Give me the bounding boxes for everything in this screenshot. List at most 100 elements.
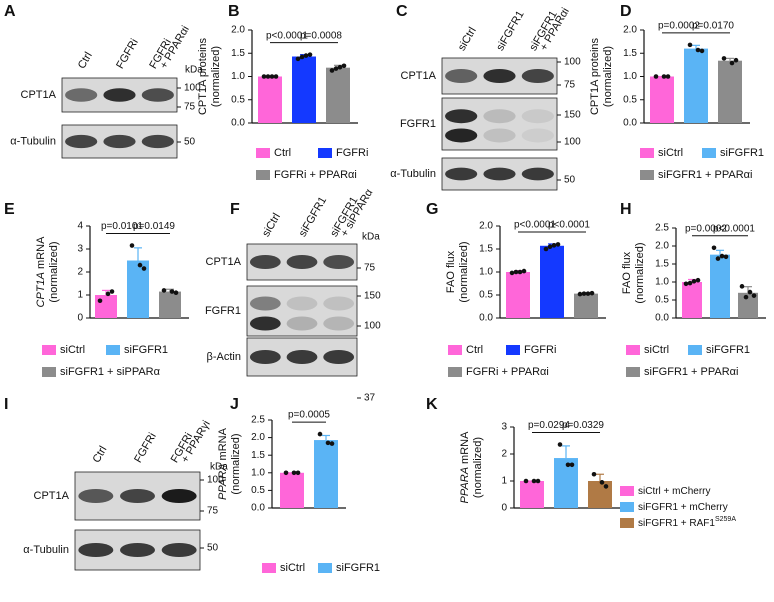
y-axis-label: CPT1A proteins(normalized) (589, 37, 614, 115)
blot-band (286, 316, 318, 331)
blot-band (483, 128, 516, 143)
blot-band (78, 543, 114, 557)
kda-label: kDa (185, 65, 203, 76)
blot-band (249, 296, 281, 311)
legend-label: siFGFR1 (336, 562, 380, 574)
y-label-line: PPARA mRNA (459, 431, 471, 504)
data-point (329, 68, 335, 73)
y-tick-label: 1.5 (251, 450, 265, 461)
legend-swatch (626, 367, 640, 377)
legend-text: siFGFR1 (124, 344, 168, 356)
legend-text: siCtrl (280, 562, 305, 574)
blot-band (286, 296, 318, 311)
y-tick-label: 1.0 (231, 71, 245, 82)
y-tick-label: 1.0 (251, 467, 265, 478)
blot-band (445, 128, 478, 143)
bar (326, 67, 350, 123)
y-label-line: FAO flux (445, 250, 457, 293)
y-tick-label: 2.0 (479, 221, 493, 232)
data-point (547, 244, 553, 249)
row-label: CPT1A (34, 490, 70, 502)
y-label-gene: CPT1A (35, 272, 47, 307)
legend-swatch (106, 345, 120, 355)
legend-label: FGFRi + PPARαi (274, 169, 357, 181)
legend-label: siFGFR1 (124, 344, 168, 356)
blot-band (323, 350, 355, 364)
blot-band (323, 316, 355, 331)
blot-band (483, 69, 516, 83)
y-tick-label: 2.0 (251, 432, 265, 443)
data-point (341, 63, 347, 69)
blot-band (249, 350, 281, 364)
blot-band (521, 109, 554, 124)
row-label: CPT1A (401, 70, 437, 82)
blot-band (249, 316, 281, 331)
data-point (531, 478, 537, 484)
row-label: α-Tubulin (390, 168, 436, 180)
marker-label: 100 (184, 83, 201, 94)
data-point (695, 47, 701, 53)
y-label-line2: (normalized) (210, 46, 222, 107)
data-point (557, 442, 563, 447)
legend-label: siCtrl (644, 344, 669, 356)
y-tick-label: 0.5 (623, 94, 637, 105)
blot-band (161, 543, 197, 557)
legend-text: siCtrl (658, 147, 683, 159)
data-point (751, 293, 757, 298)
y-tick-label: 0 (501, 503, 507, 514)
bar (314, 440, 338, 508)
y-axis-label: PPARA mRNA(normalized) (459, 431, 484, 504)
data-point (521, 268, 527, 274)
y-tick-label: 0 (77, 313, 83, 324)
data-point (665, 74, 671, 79)
bar (95, 295, 117, 318)
row-label: α-Tubulin (10, 135, 56, 147)
y-axis-label: CPT1A proteins(normalized) (197, 37, 222, 115)
y-tick-label: 1.0 (655, 277, 669, 288)
bar (554, 458, 578, 508)
data-point (599, 480, 605, 485)
y-axis-label: FAO flux(normalized) (621, 242, 646, 303)
legend-swatch (256, 170, 270, 180)
y-tick-label: 2.0 (655, 241, 669, 252)
blot-band (286, 255, 318, 269)
blot-band (78, 489, 114, 503)
blot-band (483, 109, 516, 124)
panel-letter: E (4, 201, 15, 218)
legend-label: siFGFR1 + PPARαi (658, 169, 752, 181)
data-point (543, 246, 549, 252)
y-tick-label: 0.5 (479, 290, 493, 301)
data-point (509, 270, 515, 276)
panel-letter: C (396, 3, 408, 20)
data-point (307, 52, 313, 57)
legend-swatch (506, 345, 520, 355)
marker-label: 50 (207, 543, 219, 554)
y-label-line: FAO flux (621, 251, 633, 294)
data-point (551, 243, 557, 248)
panel-letter: F (230, 201, 240, 218)
y-tick-label: 1 (77, 290, 83, 301)
y-label-line2: (normalized) (472, 437, 484, 498)
kda-label: kDa (362, 232, 380, 243)
y-tick-label: 2.0 (623, 25, 637, 36)
y-tick-label: 2 (77, 267, 83, 278)
legend-swatch (42, 345, 56, 355)
data-point (721, 56, 727, 61)
blot-band (323, 255, 355, 269)
data-point (743, 294, 749, 300)
data-point (161, 288, 167, 293)
y-axis-label: FAO flux(normalized) (445, 241, 470, 302)
row-label: CPT1A (206, 256, 242, 268)
legend-swatch (688, 345, 702, 355)
legend-text: siCtrl (60, 344, 85, 356)
data-point (299, 54, 305, 60)
y-tick-label: 4 (77, 221, 83, 232)
p-value: p<0.0001 (514, 220, 556, 231)
legend-text: siFGFR1 (706, 344, 750, 356)
bar (127, 260, 149, 318)
panel-letter: K (426, 396, 438, 413)
y-tick-label: 1.5 (479, 244, 493, 255)
data-point (265, 74, 271, 79)
legend-label: siCtrl + mCherry (638, 486, 711, 497)
